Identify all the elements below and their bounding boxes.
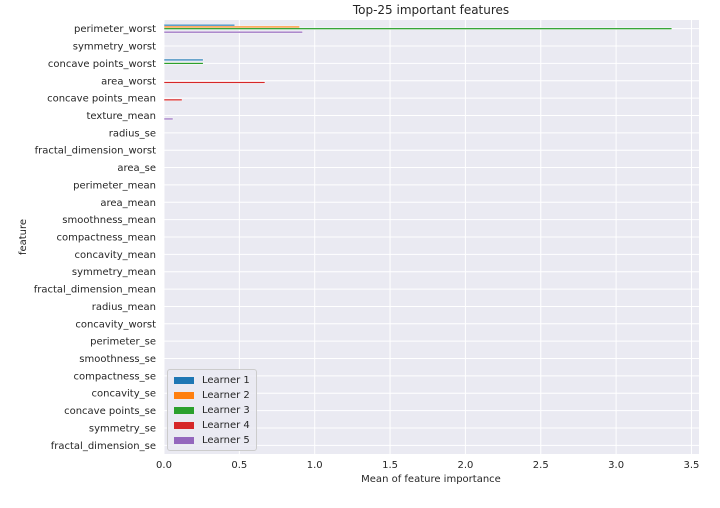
legend-swatch xyxy=(174,437,194,444)
y-tick-label: fractal_dimension_se xyxy=(51,441,156,452)
legend-label: Learner 5 xyxy=(202,435,250,446)
y-tick-label: concavity_se xyxy=(92,389,156,400)
y-tick-label: concave points_worst xyxy=(48,59,156,70)
x-tick-label: 3.5 xyxy=(684,460,700,471)
y-tick-label: concavity_mean xyxy=(75,250,156,261)
x-tick-label: 2.0 xyxy=(457,460,473,471)
y-tick-label: area_se xyxy=(117,163,156,174)
y-axis-label: feature xyxy=(18,219,29,255)
chart-title: Top-25 important features xyxy=(352,3,509,17)
legend-item: Learner 1 xyxy=(174,373,250,388)
bar xyxy=(163,24,236,27)
legend-item: Learner 2 xyxy=(174,388,250,403)
y-tick-label: symmetry_mean xyxy=(72,267,156,278)
y-tick-label: smoothness_mean xyxy=(62,215,156,226)
legend-swatch xyxy=(174,377,194,384)
y-tick-label: symmetry_se xyxy=(89,423,156,434)
bars xyxy=(163,24,673,121)
legend-label: Learner 4 xyxy=(202,420,250,431)
x-tick-label: 0.5 xyxy=(231,460,247,471)
y-tick-label: texture_mean xyxy=(87,111,156,122)
legend-label: Learner 2 xyxy=(202,390,250,401)
legend-swatch xyxy=(174,407,194,414)
x-tick-labels: 0.0 0.5 1.0 1.5 2.0 2.5 3.0 3.5 xyxy=(156,460,699,471)
y-tick-label: symmetry_worst xyxy=(73,42,156,53)
legend-item: Learner 4 xyxy=(174,418,250,433)
bar xyxy=(163,81,266,84)
y-tick-label: fractal_dimension_worst xyxy=(35,146,157,157)
x-tick-label: 1.5 xyxy=(382,460,398,471)
bar xyxy=(163,58,204,62)
y-tick-label: perimeter_mean xyxy=(73,180,156,191)
y-tick-label: compactness_se xyxy=(73,371,156,382)
x-tick-label: 3.0 xyxy=(608,460,624,471)
x-axis-label: Mean of feature importance xyxy=(361,474,501,485)
bar xyxy=(163,117,174,121)
y-tick-label: compactness_mean xyxy=(56,233,156,244)
y-tick-label: smoothness_se xyxy=(79,354,156,365)
bar xyxy=(163,31,303,34)
legend-swatch xyxy=(174,422,194,429)
y-tick-label: concavity_worst xyxy=(75,319,156,330)
x-tick-label: 2.5 xyxy=(533,460,549,471)
legend: Learner 1 Learner 2 Learner 3 Learner 4 Lear… xyxy=(167,369,257,451)
x-tick-label: 0.0 xyxy=(156,460,172,471)
legend-item: Learner 3 xyxy=(174,403,250,418)
y-tick-label: perimeter_worst xyxy=(74,24,156,35)
y-tick-label: concave points_mean xyxy=(47,94,156,105)
x-tick-label: 1.0 xyxy=(307,460,323,471)
y-tick-label: fractal_dimension_mean xyxy=(34,285,156,296)
legend-item: Learner 5 xyxy=(174,433,250,448)
y-tick-label: radius_se xyxy=(109,128,156,139)
bar xyxy=(163,27,673,30)
bar xyxy=(163,62,204,65)
y-tick-label: concave points_se xyxy=(64,406,156,417)
bar xyxy=(163,98,183,101)
y-tick-label: area_worst xyxy=(101,76,156,87)
y-tick-label: area_mean xyxy=(100,198,156,209)
legend-label: Learner 1 xyxy=(202,375,250,386)
y-tick-label: radius_mean xyxy=(92,302,156,313)
legend-label: Learner 3 xyxy=(202,405,250,416)
bar xyxy=(163,25,300,29)
legend-swatch xyxy=(174,392,194,399)
y-tick-label: perimeter_se xyxy=(90,337,156,348)
